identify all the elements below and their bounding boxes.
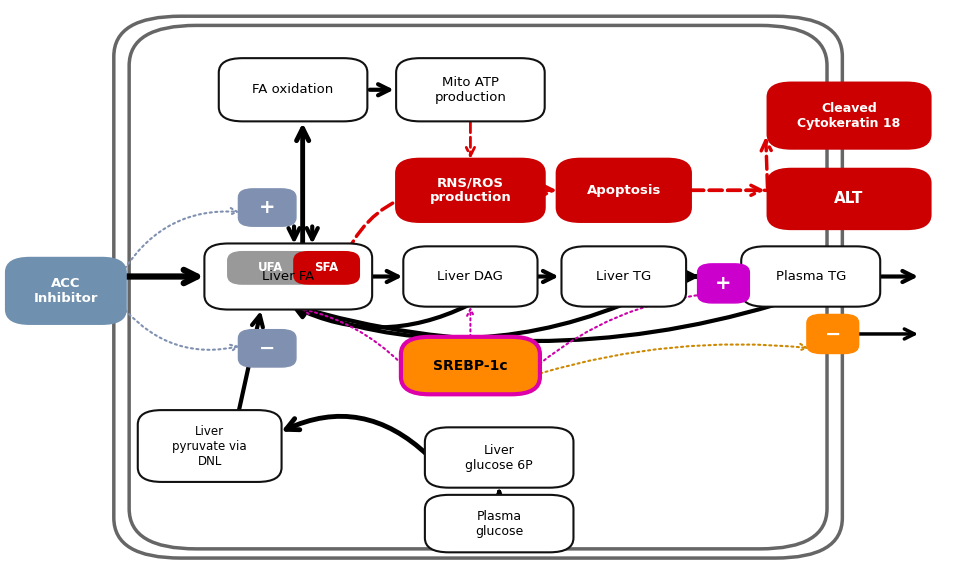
Text: Apoptosis: Apoptosis (587, 184, 661, 197)
Text: −: − (825, 324, 841, 343)
Text: SREBP-1c: SREBP-1c (433, 359, 508, 373)
Text: Liver DAG: Liver DAG (438, 270, 503, 283)
FancyBboxPatch shape (741, 247, 880, 306)
FancyBboxPatch shape (557, 159, 691, 222)
FancyBboxPatch shape (396, 159, 544, 222)
Text: UFA: UFA (258, 262, 284, 274)
FancyBboxPatch shape (238, 189, 296, 226)
FancyBboxPatch shape (396, 58, 544, 122)
FancyBboxPatch shape (294, 252, 359, 284)
FancyBboxPatch shape (401, 337, 540, 395)
FancyBboxPatch shape (6, 258, 126, 324)
Text: Liver TG: Liver TG (596, 270, 652, 283)
Text: SFA: SFA (315, 262, 339, 274)
Text: RNS/ROS
production: RNS/ROS production (429, 176, 512, 204)
FancyBboxPatch shape (219, 58, 368, 122)
Text: Liver FA: Liver FA (262, 270, 315, 283)
FancyBboxPatch shape (138, 410, 281, 482)
FancyBboxPatch shape (768, 169, 930, 229)
Text: ACC
Inhibitor: ACC Inhibitor (34, 277, 98, 305)
FancyBboxPatch shape (698, 264, 750, 303)
FancyBboxPatch shape (768, 82, 930, 149)
FancyBboxPatch shape (238, 329, 296, 367)
Text: −: − (259, 339, 276, 358)
FancyBboxPatch shape (228, 252, 314, 284)
Text: Mito ATP
production: Mito ATP production (435, 76, 506, 104)
Text: Plasma
glucose: Plasma glucose (475, 510, 523, 537)
Text: +: + (715, 274, 732, 293)
Text: ALT: ALT (834, 191, 864, 206)
Text: Cleaved
Cytokeratin 18: Cleaved Cytokeratin 18 (798, 101, 900, 130)
Text: Plasma TG: Plasma TG (776, 270, 846, 283)
FancyBboxPatch shape (807, 314, 858, 354)
FancyBboxPatch shape (403, 247, 538, 306)
Text: Liver
glucose 6P: Liver glucose 6P (466, 444, 533, 472)
FancyBboxPatch shape (562, 247, 686, 306)
FancyBboxPatch shape (425, 427, 573, 488)
Text: Liver
pyruvate via
DNL: Liver pyruvate via DNL (173, 425, 247, 468)
Text: +: + (259, 198, 276, 217)
FancyBboxPatch shape (425, 495, 573, 552)
Text: FA oxidation: FA oxidation (252, 84, 334, 96)
FancyBboxPatch shape (204, 244, 372, 309)
